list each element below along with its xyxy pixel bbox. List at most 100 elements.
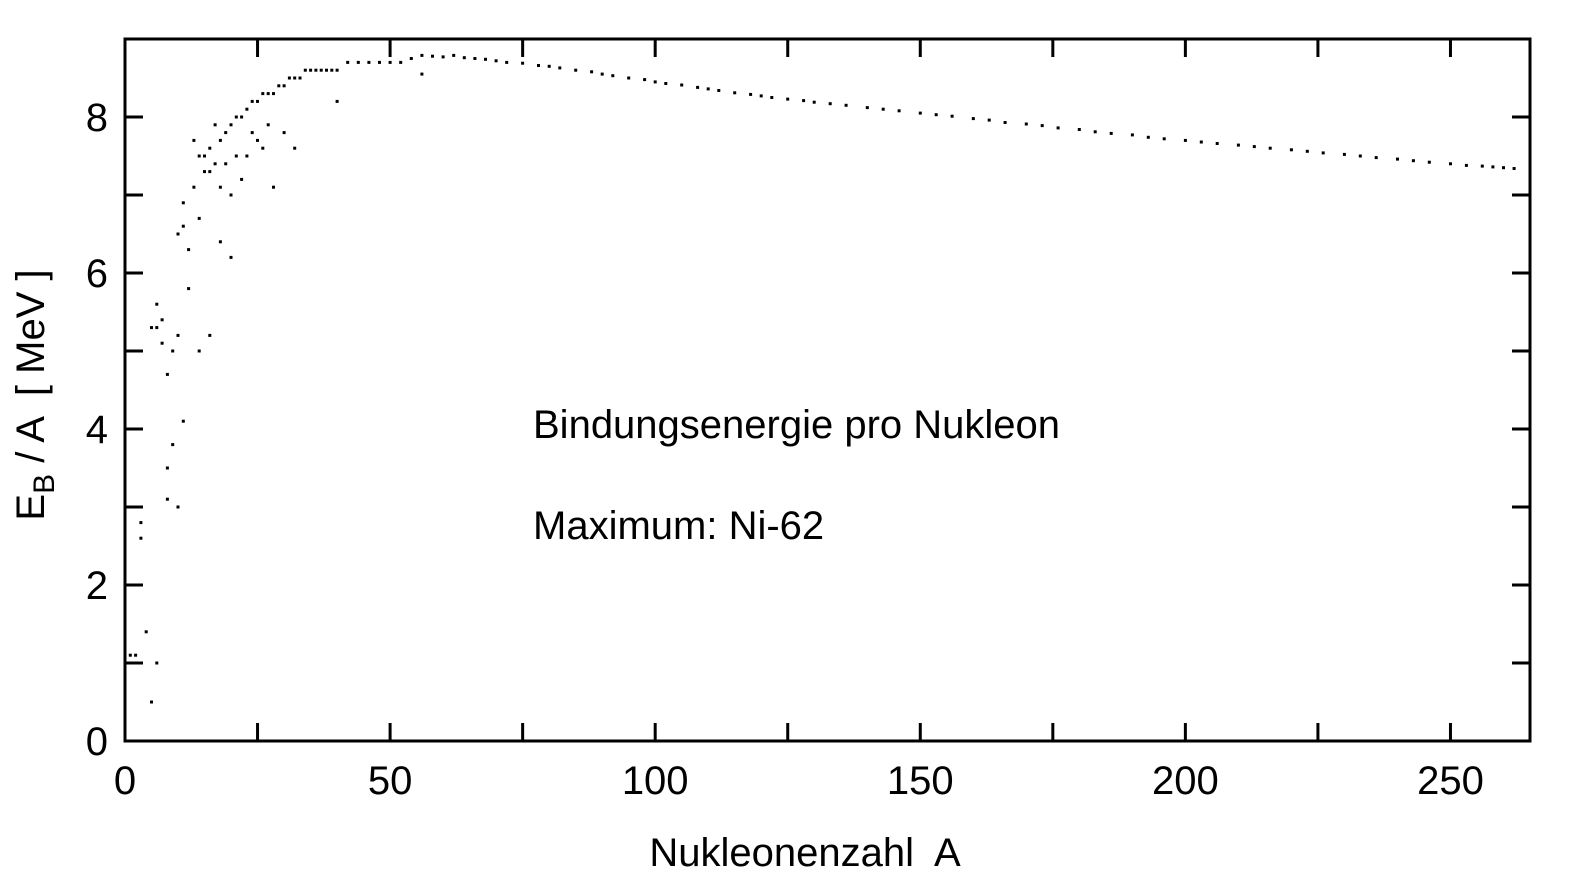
data-point [218,185,222,189]
data-point [1449,162,1452,166]
data-point [160,318,164,322]
data-point [987,118,991,122]
data-point [664,82,668,85]
data-point [590,70,594,74]
data-point [1396,157,1399,161]
data-point [155,326,159,330]
x-tick-label: 150 [887,759,954,803]
data-point [272,92,275,96]
data-point [335,68,339,72]
data-point [420,53,424,57]
data-point [521,61,525,65]
data-point [224,131,228,135]
data-point [181,419,185,423]
data-point [197,216,201,220]
data-point [409,57,413,60]
data-point [537,64,540,67]
data-point [234,115,238,119]
data-point [139,521,143,525]
data-point [865,106,869,110]
data-point [298,76,302,80]
data-point [250,99,254,103]
data-point [150,700,153,704]
data-point [356,60,360,64]
data-point [918,111,922,115]
data-point [802,99,806,103]
data-point [229,123,233,127]
data-point [1024,122,1028,126]
y-axis-title: EB / A [ MeV ] [9,269,61,520]
data-point [574,68,578,72]
data-point [144,630,148,634]
data-point [1146,135,1150,139]
data-point [203,154,206,158]
data-point [1342,152,1346,156]
data-point [282,84,286,88]
x-tick-label: 100 [622,759,689,803]
data-point [1289,148,1293,152]
data-point [155,302,159,306]
data-point [287,76,291,80]
x-axis-title: Nukleonenzahl A [649,831,961,875]
data-point [240,177,244,181]
data-point [325,68,328,72]
data-point [314,68,318,72]
data-point [505,60,509,64]
data-point [266,92,270,96]
data-point [643,78,647,82]
data-point [272,185,275,189]
data-point [547,64,551,68]
data-point [224,162,228,166]
data-point [218,138,222,142]
data-point [213,123,217,127]
data-point [197,349,201,353]
data-point [1358,154,1362,158]
data-point [653,80,657,84]
data-point [187,248,191,252]
data-point [245,154,249,158]
data-point [1252,145,1256,149]
x-tick-label: 0 [114,759,136,803]
data-point [759,94,763,98]
data-point [197,154,201,158]
data-point [1374,156,1378,160]
data-point [494,59,498,63]
data-point [234,154,238,158]
data-point [309,68,313,72]
data-point [1491,165,1495,169]
data-point [171,349,175,353]
data-point [420,72,424,76]
data-point [256,138,259,142]
data-point [229,255,233,259]
data-point [1480,164,1484,168]
data-point [229,193,233,197]
data-point [1040,124,1044,128]
data-point [388,60,392,64]
data-point [208,146,212,150]
data-point [812,100,816,104]
data-point [680,83,684,87]
data-point [1056,126,1060,130]
data-point [749,92,753,96]
data-point [319,68,323,72]
data-point [128,653,132,657]
y-tick-label: 6 [86,252,108,296]
data-point [1502,166,1505,170]
data-point [165,466,169,470]
data-point [150,326,153,330]
data-point [971,117,975,121]
data-point [706,87,710,91]
annotation-title: Bindungsenergie pro Nukleon [533,403,1060,447]
data-point [165,497,169,501]
data-point [452,53,456,57]
data-point [473,57,477,60]
data-point [346,60,350,64]
data-point [1512,167,1516,170]
data-point [786,97,790,101]
data-point [192,185,196,189]
data-point [176,333,180,337]
data-point [484,57,487,61]
data-point [293,146,297,150]
data-point [1199,140,1203,144]
